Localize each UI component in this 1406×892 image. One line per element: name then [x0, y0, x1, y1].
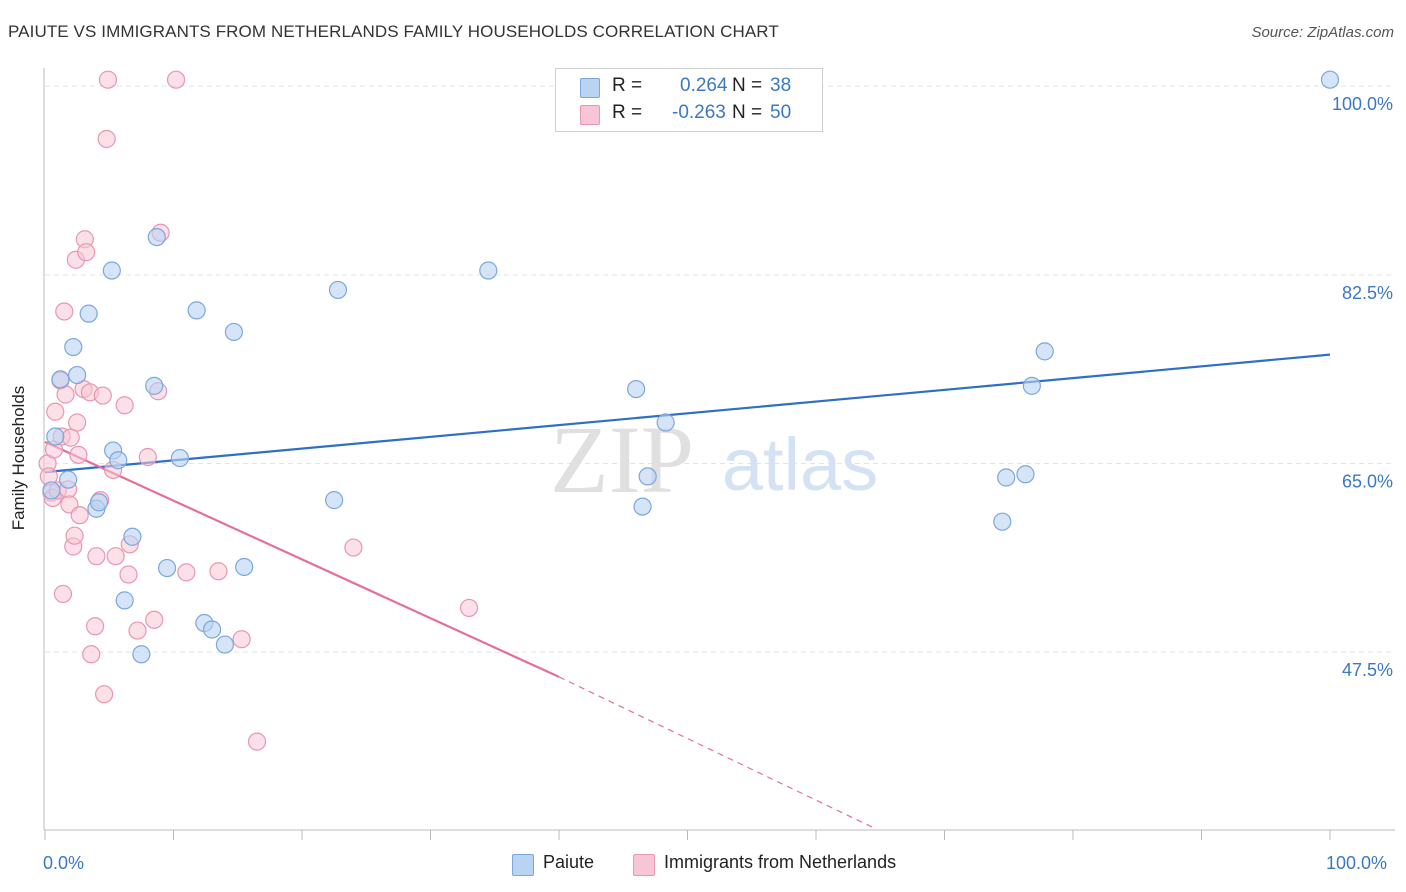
- netherlands-point-32: [98, 70, 118, 89]
- paiute-point-28: [626, 379, 646, 399]
- netherlands-point-26: [86, 617, 105, 636]
- netherlands-point-31: [97, 129, 116, 149]
- netherlands-point-29: [93, 386, 112, 405]
- netherlands-swatch: [580, 105, 600, 125]
- y-tick-label-0: 47.5%: [1342, 660, 1393, 680]
- legend-netherlands-label: Immigrants from Netherlands: [664, 852, 897, 872]
- paiute-point-11: [109, 451, 128, 470]
- netherlands-point-36: [119, 565, 138, 584]
- y-tick-label-3: 100.0%: [1332, 94, 1393, 114]
- paiute-point-4: [64, 337, 83, 357]
- netherlands-point-27: [87, 547, 106, 566]
- legend-paiute-label: Paiute: [543, 852, 595, 872]
- netherlands-point-45: [209, 562, 228, 581]
- y-tick-labels: 47.5% 65.0% 82.5% 100.0%: [1332, 94, 1393, 680]
- netherlands-point-14: [61, 428, 80, 447]
- paiute-point-6: [79, 304, 98, 323]
- x-axis-min-label: 0.0%: [43, 853, 85, 873]
- netherlands-point-39: [138, 447, 157, 467]
- netherlands-point-49: [459, 598, 479, 618]
- paiute-point-22: [215, 635, 234, 654]
- legend-paiute-swatch: [512, 854, 534, 876]
- paiute-point-1: [46, 427, 65, 446]
- trend-lines: [44, 353, 1331, 829]
- netherlands-point-43: [166, 70, 186, 89]
- paiute-point-33: [997, 468, 1016, 487]
- paiute-point-35: [1022, 376, 1041, 395]
- paiute-point-24: [235, 557, 254, 577]
- paiute-point-18: [170, 448, 190, 468]
- data-points: [38, 70, 1340, 751]
- axes: [43, 68, 1395, 840]
- y-axis-label: Family Households: [9, 385, 28, 531]
- netherlands-point-46: [232, 630, 251, 649]
- paiute-point-5: [68, 365, 87, 385]
- paiute-point-13: [123, 527, 142, 546]
- paiute-point-19: [187, 301, 206, 320]
- netherlands-point-48: [344, 538, 363, 557]
- paiute-point-29: [633, 497, 652, 516]
- netherlands-point-44: [177, 563, 196, 582]
- paiute-point-3: [59, 470, 78, 489]
- netherlands-point-23: [77, 243, 96, 262]
- netherlands-point-25: [82, 645, 101, 664]
- paiute-point-17: [157, 558, 177, 578]
- x-axis-max-label: 100.0%: [1326, 853, 1388, 873]
- paiute-trend-line: [44, 353, 1331, 474]
- paiute-point-8: [89, 493, 109, 512]
- paiute-swatch: [580, 78, 600, 98]
- watermark: ZIP atlas: [550, 406, 878, 513]
- paiute-point-37: [1320, 70, 1340, 89]
- paiute-point-26: [328, 280, 348, 300]
- n-label: N =: [732, 75, 763, 96]
- paiute-point-31: [656, 413, 675, 432]
- paiute-point-32: [993, 512, 1012, 531]
- y-tick-label-1: 65.0%: [1342, 471, 1393, 491]
- netherlands-point-30: [95, 685, 114, 704]
- y-tick-label-2: 82.5%: [1342, 283, 1393, 303]
- r-label: R =: [612, 102, 643, 123]
- watermark-atlas: atlas: [722, 423, 878, 506]
- netherlands-r-value: -0.263: [672, 102, 726, 123]
- paiute-point-2: [51, 370, 70, 389]
- paiute-point-30: [638, 467, 657, 486]
- netherlands-point-35: [115, 396, 134, 415]
- netherlands-point-9: [53, 584, 73, 604]
- netherlands-point-34: [106, 547, 125, 566]
- netherlands-point-19: [69, 445, 88, 464]
- paiute-point-12: [115, 591, 134, 610]
- paiute-point-25: [325, 491, 344, 510]
- netherlands-trend-line: [44, 440, 560, 678]
- paiute-point-27: [479, 261, 498, 280]
- source-credit: Source: ZipAtlas.com: [1251, 24, 1394, 41]
- netherlands-trend-extension: [558, 676, 875, 829]
- paiute-point-9: [102, 261, 121, 280]
- n-label: N =: [732, 102, 763, 123]
- legend-netherlands-swatch: [633, 854, 655, 876]
- netherlands-n-value: 50: [770, 102, 792, 123]
- netherlands-point-11: [56, 385, 75, 404]
- paiute-r-value: 0.264: [680, 75, 728, 96]
- paiute-point-21: [202, 620, 222, 639]
- r-label: R =: [612, 75, 643, 96]
- netherlands-point-16: [65, 526, 84, 545]
- paiute-point-0: [42, 481, 61, 500]
- chart-title: PAIUTE VS IMMIGRANTS FROM NETHERLANDS FA…: [8, 22, 779, 41]
- paiute-point-14: [132, 645, 151, 664]
- netherlands-point-40: [145, 610, 164, 629]
- netherlands-point-18: [68, 413, 87, 432]
- paiute-point-16: [147, 227, 166, 247]
- paiute-point-34: [1016, 465, 1035, 484]
- netherlands-point-5: [46, 402, 65, 421]
- paiute-point-23: [224, 322, 243, 342]
- paiute-point-36: [1035, 342, 1054, 361]
- netherlands-point-38: [128, 621, 147, 640]
- correlation-stats-box: R = 0.264 N = 38 R = -0.263 N = 50: [555, 68, 823, 132]
- netherlands-point-20: [70, 506, 89, 525]
- netherlands-point-10: [55, 302, 74, 321]
- paiute-n-value: 38: [770, 75, 792, 96]
- netherlands-point-47: [247, 732, 267, 751]
- paiute-point-15: [145, 376, 164, 395]
